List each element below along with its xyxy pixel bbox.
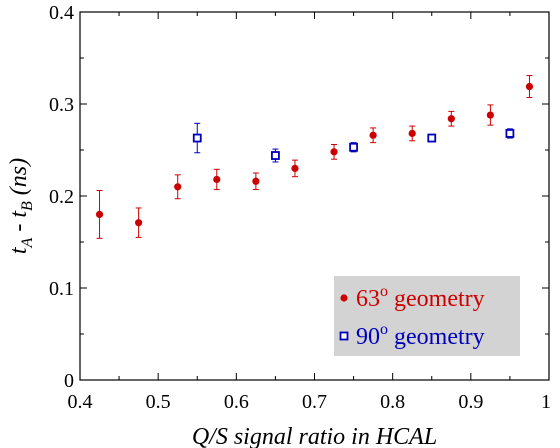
series-90-geometry xyxy=(192,122,515,163)
y-axis-title-mid: - t xyxy=(6,210,32,238)
legend-entry-90-geometry: 90o geometry xyxy=(339,321,485,350)
legend-box xyxy=(334,276,520,356)
y-axis-title-unit: (ns) xyxy=(6,158,32,201)
data-point-square xyxy=(192,133,202,143)
x-tick-label: 0.7 xyxy=(302,391,327,413)
series-63-geometry xyxy=(95,74,534,239)
legend-entry-63-geometry: 63o geometry xyxy=(340,283,485,312)
data-point-circle xyxy=(213,175,221,184)
y-tick-label: 0.1 xyxy=(49,278,74,300)
data-series xyxy=(95,74,534,239)
x-tick-label: 0.8 xyxy=(380,391,405,413)
y-axis-title-sub-a: A xyxy=(19,237,36,248)
data-point-circle xyxy=(369,131,377,139)
data-point-circle xyxy=(174,183,182,191)
legend-marker-circle xyxy=(340,294,348,302)
data-point-circle xyxy=(330,148,338,156)
y-tick-label: 0.2 xyxy=(49,186,74,208)
legend-label-90-geometry: 90o geometry xyxy=(356,321,485,350)
data-point-circle xyxy=(95,210,104,218)
x-tick-label: 1 xyxy=(541,391,551,413)
data-point-circle xyxy=(252,177,260,185)
data-point-square xyxy=(427,133,437,143)
y-tick-label: 0.3 xyxy=(49,94,74,116)
y-axis-title-main: t xyxy=(6,246,32,254)
legend: 63o geometry 90o geometry xyxy=(334,276,520,356)
axis-ticks xyxy=(79,11,550,381)
data-point-circle xyxy=(486,111,494,119)
data-point-square xyxy=(505,129,515,138)
x-tick-label: 0.9 xyxy=(458,391,483,413)
y-tick-label: 0 xyxy=(64,370,74,392)
axis-tick-labels: 0.4 0.5 0.6 0.7 0.8 0.9 1 0 0.1 0.2 0.3 0.4 xyxy=(49,2,551,413)
y-tick-label: 0.4 xyxy=(49,2,74,24)
data-point-square xyxy=(349,142,358,152)
data-point-circle xyxy=(135,219,143,227)
x-tick-label: 0.4 xyxy=(68,391,93,413)
data-point-circle xyxy=(408,129,416,138)
y-axis-title-sub-b: B xyxy=(19,201,36,211)
legend-marker-square xyxy=(339,331,349,341)
x-tick-label: 0.5 xyxy=(146,391,171,413)
y-axis-title: tA - tB (ns) xyxy=(6,158,36,254)
x-axis-title: Q/S signal ratio in HCAL xyxy=(192,424,437,448)
data-point-circle xyxy=(447,115,455,123)
data-point-circle xyxy=(291,164,299,172)
legend-label-63-geometry: 63o geometry xyxy=(356,283,485,312)
x-tick-label: 0.6 xyxy=(224,391,249,413)
data-point-circle xyxy=(525,82,534,91)
data-point-square xyxy=(271,151,280,160)
